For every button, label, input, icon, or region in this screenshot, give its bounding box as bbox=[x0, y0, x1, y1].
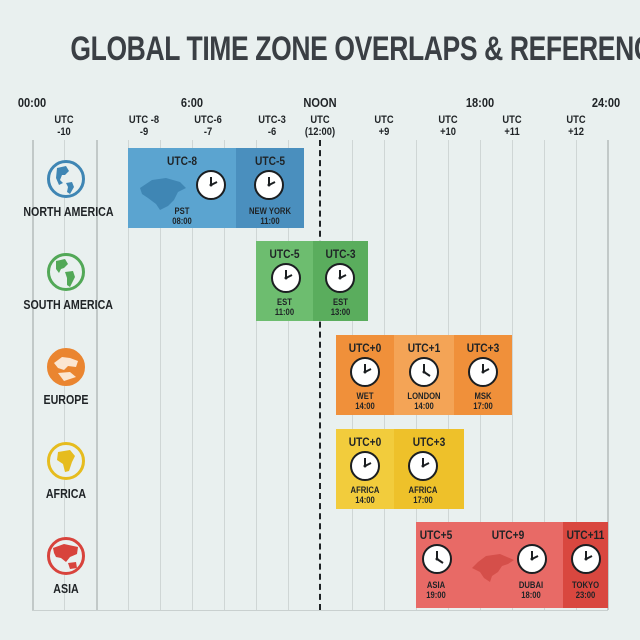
zone-utc-label: UTC-5 bbox=[254, 154, 286, 168]
clock-icon bbox=[350, 451, 380, 481]
zone-utc-label: UTC+3 bbox=[466, 341, 500, 355]
utc-axis-label: UTC -8 -9 bbox=[128, 114, 160, 138]
utc-axis-label: UTC +10 bbox=[438, 114, 458, 138]
zone-city-time: AFRICA 14:00 bbox=[350, 485, 380, 505]
zone-utc-label: UTC+9 bbox=[491, 528, 525, 542]
clock-icon bbox=[468, 357, 498, 387]
region-label: EUROPE bbox=[43, 392, 89, 407]
clock-icon bbox=[517, 544, 547, 574]
grid-line bbox=[96, 140, 98, 610]
zone-cell-utc-5[interactable]: UTC-5 NEW YORK 11:00 bbox=[236, 148, 304, 228]
time-label-2400: 24:00 bbox=[591, 95, 621, 110]
zone-utc-label: UTC+11 bbox=[566, 528, 605, 542]
time-label-0600: 6:00 bbox=[180, 95, 204, 110]
clock-icon bbox=[325, 263, 355, 293]
utc-axis-label: UTC-3 -6 bbox=[258, 114, 286, 138]
region-north-america: NORTH AMERICA bbox=[14, 160, 118, 219]
north-america-map-icon bbox=[140, 178, 186, 210]
zone-cell-utc-3[interactable]: UTC-3 EST 13:00 bbox=[313, 241, 368, 321]
grid-line bbox=[256, 140, 257, 610]
africa-zone-block: UTC+0 AFRICA 14:00 UTC+3 AFRICA 17:00 bbox=[336, 429, 464, 509]
clock-icon bbox=[254, 170, 284, 200]
globe-africa-icon bbox=[47, 442, 85, 480]
globe-europe-icon bbox=[47, 348, 85, 386]
grid-line bbox=[224, 140, 225, 610]
globe-americas-icon bbox=[47, 160, 85, 198]
zone-cell-utc-5[interactable]: UTC-5 EST 11:00 bbox=[256, 241, 313, 321]
grid-line bbox=[160, 140, 161, 610]
zone-utc-label: UTC+0 bbox=[348, 435, 382, 449]
south-america-zone-block: UTC-5 EST 11:00 UTC-3 EST 13:00 bbox=[256, 241, 368, 321]
grid-line bbox=[576, 140, 577, 610]
zone-cell-utc-8[interactable]: UTC-8 PST 08:00 bbox=[128, 148, 236, 228]
clock-icon bbox=[571, 544, 601, 574]
zone-utc-label: UTC-3 bbox=[325, 247, 356, 261]
region-asia: ASIA bbox=[14, 537, 118, 596]
asia-map-icon bbox=[472, 554, 514, 582]
utc-axis-label: UTC +11 bbox=[502, 114, 522, 138]
zone-utc-label: UTC-8 bbox=[166, 154, 198, 168]
time-label-1800: 18:00 bbox=[465, 95, 495, 110]
region-label: ASIA bbox=[53, 581, 79, 596]
grid-line bbox=[192, 140, 193, 610]
grid-line bbox=[288, 140, 289, 610]
zone-cell-utc+1[interactable]: UTC+1 LONDON 14:00 bbox=[394, 335, 454, 415]
clock-icon bbox=[350, 357, 380, 387]
zone-city-time: EST 13:00 bbox=[330, 297, 351, 317]
zone-cell-utc+5-utc+9[interactable]: UTC+5 UTC+9 ASIA 19:00 DUBAI 18:00 bbox=[416, 522, 563, 608]
zone-city-time: DUBAI 18:00 bbox=[518, 580, 544, 600]
north-america-zone-block: UTC-8 PST 08:00 UTC-5 NEW YORK 11:00 bbox=[128, 148, 304, 228]
zone-utc-label: UTC-5 bbox=[269, 247, 300, 261]
zone-city-time: ASIA 19:00 bbox=[426, 580, 446, 600]
zone-cell-utc+3[interactable]: UTC+3 AFRICA 17:00 bbox=[394, 429, 464, 509]
zone-city-time: TOKYO 23:00 bbox=[571, 580, 600, 600]
zone-cell-utc+0[interactable]: UTC+0 WET 14:00 bbox=[336, 335, 394, 415]
zone-utc-label: UTC+0 bbox=[348, 341, 382, 355]
clock-icon bbox=[422, 544, 452, 574]
utc-axis-label: UTC-6 -7 bbox=[194, 114, 222, 138]
time-label-noon: NOON bbox=[303, 95, 337, 110]
zone-city-time: MSK 17:00 bbox=[473, 391, 493, 411]
page-title: GLOBAL TIME ZONE OVERLAPS & REFERENCE bbox=[70, 30, 640, 68]
zone-city-time: PST 08:00 bbox=[172, 206, 192, 226]
clock-icon bbox=[271, 263, 301, 293]
grid-line bbox=[32, 140, 34, 610]
noon-dashed-line bbox=[319, 140, 321, 610]
zone-cell-utc+0[interactable]: UTC+0 AFRICA 14:00 bbox=[336, 429, 394, 509]
zone-cell-utc+11[interactable]: UTC+11 TOKYO 23:00 bbox=[563, 522, 608, 608]
zone-city-time: EST 11:00 bbox=[274, 297, 295, 317]
region-south-america: SOUTH AMERICA bbox=[14, 253, 118, 312]
region-label: AFRICA bbox=[45, 486, 87, 501]
europe-zone-block: UTC+0 WET 14:00 UTC+1 LONDON 14:00 UTC+3 M… bbox=[336, 335, 512, 415]
zone-city-time: AFRICA 17:00 bbox=[408, 485, 438, 505]
grid-line bbox=[128, 140, 129, 610]
zone-city-time: WET 14:00 bbox=[355, 391, 375, 411]
zone-utc-label: UTC+1 bbox=[407, 341, 441, 355]
zone-city-time: LONDON 14:00 bbox=[407, 391, 441, 411]
clock-icon bbox=[409, 357, 439, 387]
region-label: SOUTH AMERICA bbox=[23, 297, 113, 312]
utc-axis-label: UTC +9 bbox=[374, 114, 394, 138]
globe-americas-icon bbox=[47, 253, 85, 291]
globe-asia-icon bbox=[47, 537, 85, 575]
grid-line bbox=[544, 140, 545, 610]
zone-cell-utc+3[interactable]: UTC+3 MSK 17:00 bbox=[454, 335, 512, 415]
asia-zone-block: UTC+5 UTC+9 ASIA 19:00 DUBAI 18:00 UTC+11 … bbox=[416, 522, 608, 608]
utc-axis-label-noon: UTC (12:00) bbox=[304, 114, 336, 138]
utc-axis-label: UTC +12 bbox=[566, 114, 586, 138]
zone-city-time: NEW YORK 11:00 bbox=[249, 206, 291, 226]
clock-icon bbox=[196, 170, 226, 200]
grid-line bbox=[607, 140, 609, 610]
region-label: NORTH AMERICA bbox=[23, 204, 114, 219]
utc-axis-label: UTC -10 bbox=[54, 114, 74, 138]
time-label-0000: 00:00 bbox=[17, 95, 47, 110]
region-europe: EUROPE bbox=[14, 348, 118, 407]
grid-line bbox=[512, 140, 513, 610]
clock-icon bbox=[408, 451, 438, 481]
zone-utc-label: UTC+5 bbox=[419, 528, 453, 542]
zone-utc-label: UTC+3 bbox=[412, 435, 446, 449]
region-africa: AFRICA bbox=[14, 442, 118, 501]
